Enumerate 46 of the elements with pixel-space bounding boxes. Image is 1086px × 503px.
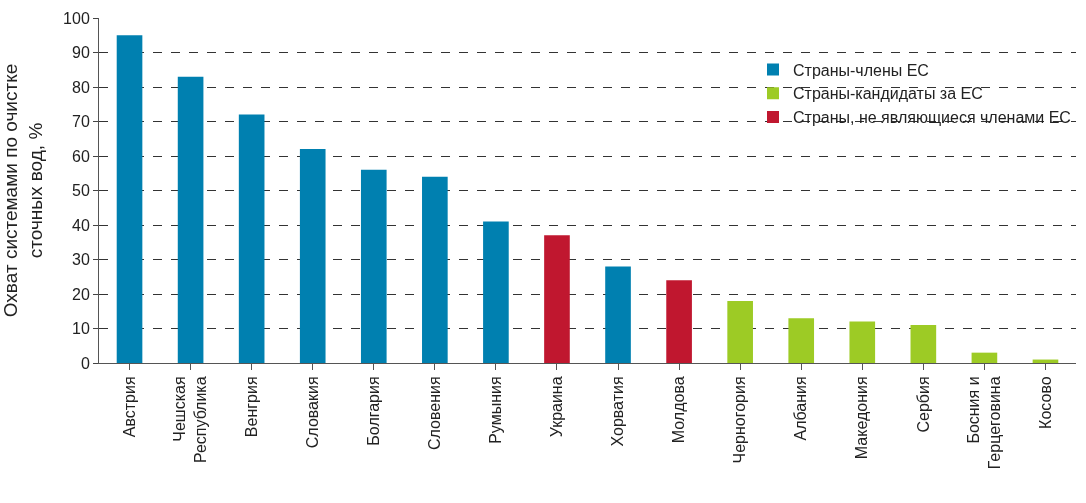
x-tick-label: Австрия (120, 376, 138, 438)
x-tick-label: Словакия (303, 376, 321, 449)
x-tick-label: Хорватия (609, 376, 627, 447)
x-tick-label: Косово (1036, 376, 1054, 429)
bar (483, 221, 509, 363)
bar (971, 352, 998, 363)
x-tick-label: Украина (548, 376, 566, 438)
x-tick-label: Болгария (364, 376, 382, 446)
y-tick-label: 60 (72, 147, 90, 165)
x-tick-label: Черногория (731, 376, 749, 464)
y-tick-label: 90 (72, 44, 90, 62)
legend-label: Страны, не являющиеся членами ЕС (793, 109, 1071, 127)
y-axis-title: Охват системами по очистке сточных вод, % (0, 63, 46, 318)
x-tick-label: Молдова (670, 376, 688, 444)
x-tick-label: Румыния (487, 376, 505, 444)
bar (605, 266, 631, 363)
bar (910, 325, 937, 363)
y-tick-label: 30 (72, 251, 90, 269)
bar (666, 280, 692, 363)
bar (788, 318, 815, 363)
bar (727, 300, 753, 363)
bar (422, 176, 448, 363)
x-tick-label: Чешская Республика (171, 376, 210, 464)
bar (299, 149, 326, 363)
legend-label: Страны-члены ЕС (793, 61, 929, 79)
y-tick-label: 20 (72, 285, 90, 303)
legend-label: Страны-кандидаты за ЕС (793, 85, 983, 103)
x-tick-label: Сербия (914, 376, 932, 433)
y-tick-label: 40 (72, 216, 90, 234)
bar (544, 235, 570, 363)
y-tick-label: 50 (72, 182, 90, 200)
bar (360, 169, 387, 363)
x-tick-label: Босния и Герцеговина (965, 376, 1004, 470)
y-tick-label: 10 (72, 320, 90, 338)
y-tick-label: 0 (80, 354, 90, 372)
bar (177, 76, 204, 363)
x-tick-label: Македония (853, 376, 871, 460)
y-tick-label: 100 (63, 9, 90, 27)
bar (849, 321, 876, 363)
x-tick-label: Албания (792, 376, 810, 441)
y-tick-label: 80 (72, 78, 90, 96)
x-tick-label: Словения (426, 376, 444, 451)
bar (116, 35, 143, 363)
y-tick-label: 70 (72, 113, 90, 131)
bar (238, 114, 265, 363)
x-tick-label: Венгрия (242, 376, 260, 438)
